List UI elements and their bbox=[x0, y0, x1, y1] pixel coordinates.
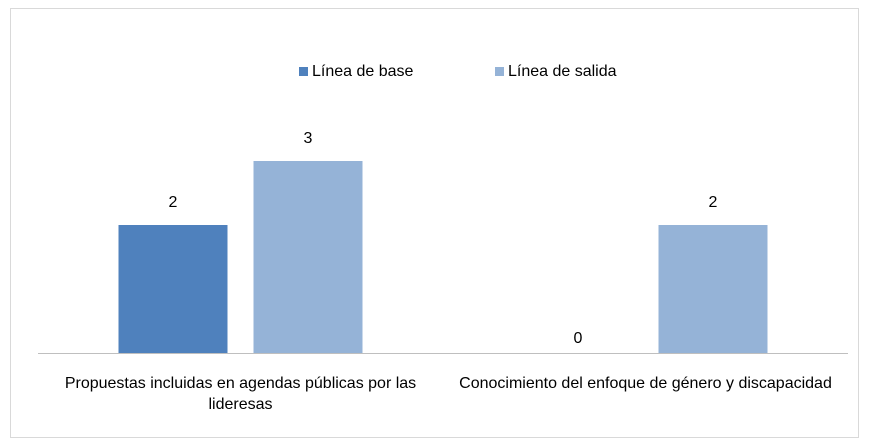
legend-label: Línea de base bbox=[312, 63, 414, 80]
data-label: 2 bbox=[709, 194, 718, 211]
chart-border bbox=[10, 8, 859, 438]
x-tick-label: Propuestas incluidas en agendas públicas… bbox=[64, 375, 417, 413]
data-label: 3 bbox=[304, 130, 313, 147]
data-label: 0 bbox=[574, 330, 583, 347]
bar bbox=[253, 161, 363, 353]
data-label: 2 bbox=[169, 194, 178, 211]
bar bbox=[658, 225, 768, 353]
legend-swatch bbox=[495, 67, 504, 76]
bar bbox=[118, 225, 228, 353]
x-tick-label: Conocimiento del enfoque de género y dis… bbox=[459, 375, 832, 392]
legend-label: Línea de salida bbox=[508, 63, 617, 80]
legend-swatch bbox=[299, 67, 308, 76]
